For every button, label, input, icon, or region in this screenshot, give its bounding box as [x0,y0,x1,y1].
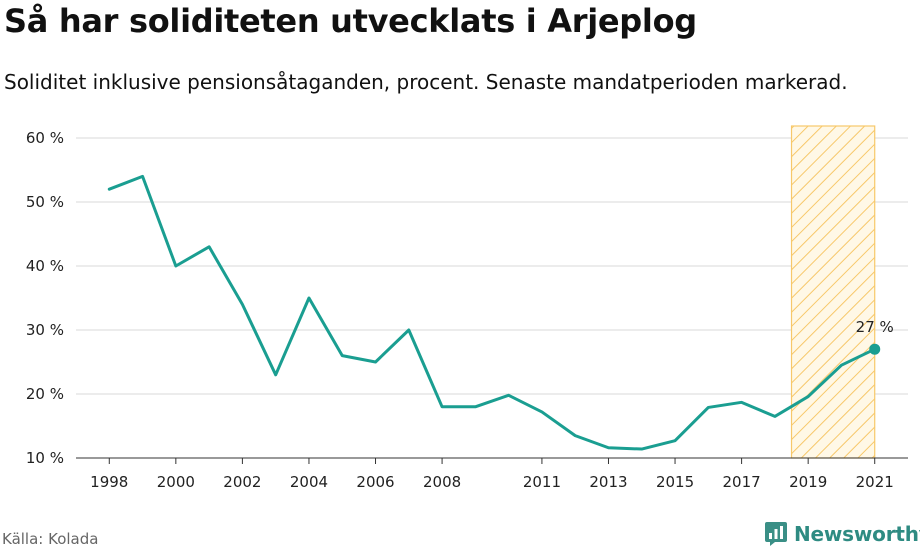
series-line [107,174,877,451]
chart-bubble-icon [765,522,787,546]
mandate-period-highlight [790,125,876,459]
chart-subtitle: Soliditet inklusive pensionsåtaganden, p… [4,70,848,94]
y-tick-label: 20 % [26,385,64,403]
y-tick-label: 10 % [26,449,64,467]
highlight-band [790,125,876,459]
y-tick-label: 40 % [26,257,64,275]
x-tick-label: 2019 [789,473,827,491]
labels: 27 % [856,318,894,336]
x-tick-label: 2008 [423,473,461,491]
series-layer [107,174,881,451]
x-tick-label: 2015 [656,473,694,491]
y-tick-label: 30 % [26,321,64,339]
x-tick-label: 1998 [90,473,128,491]
x-tick-label: 2006 [356,473,394,491]
x-tick-label: 2017 [723,473,761,491]
newsworthy-logo: Newsworthy [764,518,920,550]
x-tick-label: 2013 [589,473,627,491]
x-tick-label: 2000 [157,473,195,491]
brand-name: Newsworthy [794,522,920,546]
y-tick-label: 60 % [26,129,64,147]
source-note: Källa: Kolada [2,530,99,548]
end-value-label: 27 % [856,318,894,336]
chart-title: Så har soliditeten utvecklats i Arjeplog [4,2,697,40]
x-tick-label: 2021 [856,473,894,491]
end-point-marker [869,343,881,355]
y-tick-label: 50 % [26,193,64,211]
x-tick-label: 2002 [223,473,261,491]
x-tick-label: 2004 [290,473,328,491]
axes: 10 % 20 % 30 % 40 % 50 % 60 % 1998 2000 2002 2004… [26,129,908,491]
x-tick-label: 2011 [523,473,561,491]
